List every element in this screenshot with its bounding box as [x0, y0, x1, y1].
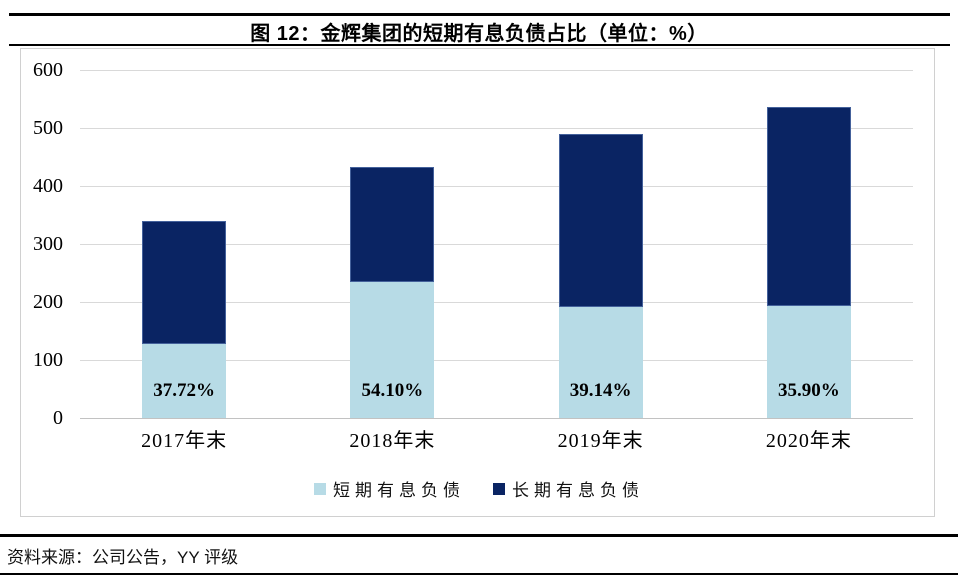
- legend: 短期有息负债 长期有息负债: [0, 476, 958, 501]
- legend-swatch-short-term: [314, 482, 326, 495]
- source-note: 资料来源：公司公告，YY 评级: [7, 548, 239, 567]
- figure-title: 图 12：金辉集团的短期有息负债占比（单位：%）: [250, 23, 708, 45]
- legend-label-long-term: 长期有息负债: [512, 481, 644, 500]
- legend-label-short-term: 短期有息负债: [333, 481, 465, 500]
- legend-swatch-long-term: [493, 482, 505, 495]
- top-rule: [9, 13, 950, 16]
- legend-item-short-term: 短期有息负债: [314, 476, 465, 501]
- bottom-rule: [0, 573, 958, 575]
- source-rule: [0, 534, 958, 537]
- chart-frame: [20, 48, 935, 517]
- title-rule: [9, 44, 950, 46]
- legend-item-long-term: 长期有息负债: [493, 476, 644, 501]
